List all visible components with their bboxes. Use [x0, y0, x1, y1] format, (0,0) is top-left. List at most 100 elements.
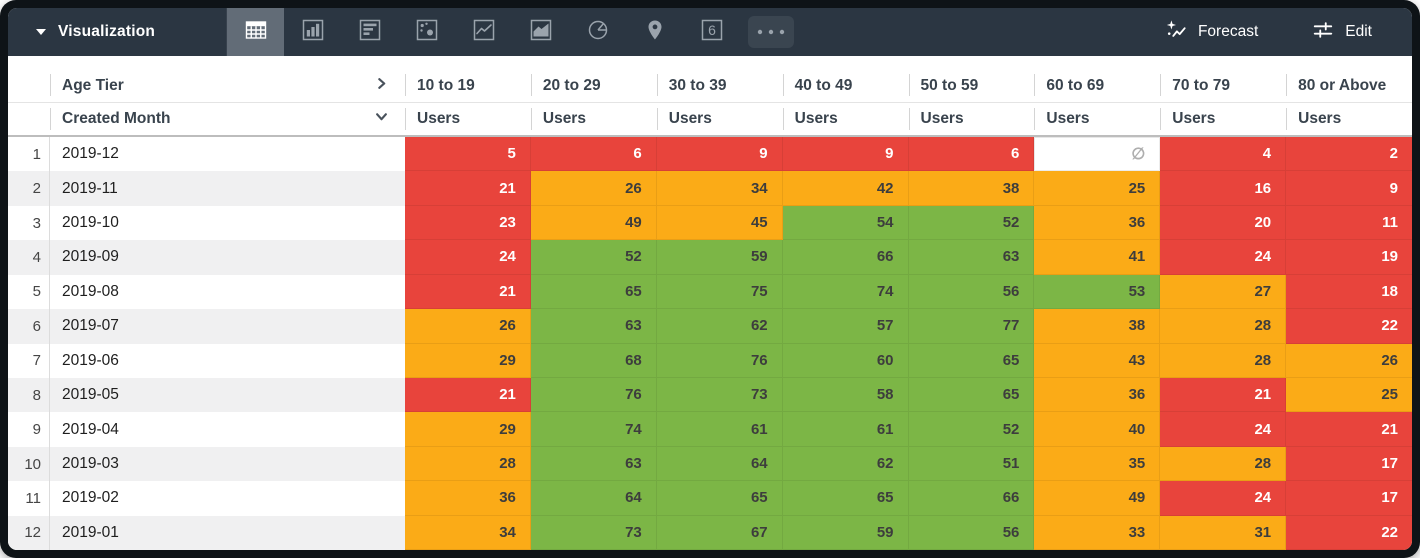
value-cell[interactable]: 40	[1034, 412, 1161, 447]
value-cell[interactable]: 19	[1286, 240, 1412, 275]
value-cell[interactable]: 25	[1286, 377, 1412, 413]
value-cell[interactable]: 29	[405, 412, 531, 447]
value-cell[interactable]: 6	[908, 137, 1035, 172]
value-cell[interactable]: 34	[656, 171, 783, 206]
value-cell[interactable]: 65	[656, 481, 783, 516]
value-cell[interactable]: 52	[530, 240, 657, 275]
measure-header[interactable]: Users	[656, 103, 783, 135]
value-cell[interactable]: 42	[782, 171, 909, 206]
value-cell[interactable]: 49	[1034, 481, 1161, 516]
month-cell[interactable]: 2019-11	[50, 171, 405, 206]
value-cell[interactable]: 11	[1286, 205, 1412, 241]
measure-header[interactable]: Users	[908, 103, 1035, 135]
value-cell[interactable]: 16	[1160, 171, 1287, 206]
vis-type-line-chart-button[interactable]	[455, 8, 512, 56]
measure-header[interactable]: Users	[1034, 103, 1160, 135]
value-cell[interactable]: 61	[656, 412, 783, 447]
value-cell[interactable]: 28	[1160, 309, 1287, 344]
value-cell[interactable]: 73	[656, 377, 783, 413]
value-cell[interactable]: 28	[1160, 343, 1287, 378]
value-cell[interactable]: 33	[1034, 515, 1161, 550]
value-cell[interactable]: 65	[908, 343, 1035, 378]
value-cell[interactable]: 21	[405, 377, 531, 413]
value-cell[interactable]: 38	[1034, 309, 1161, 344]
vis-type-column-chart-button[interactable]	[284, 8, 341, 56]
value-cell[interactable]: 61	[782, 412, 909, 447]
value-cell[interactable]: 4	[1160, 137, 1287, 172]
month-cell[interactable]: 2019-06	[50, 343, 405, 378]
value-cell[interactable]: 41	[1034, 240, 1161, 275]
value-cell[interactable]: 9	[782, 137, 909, 172]
value-cell[interactable]: 59	[656, 240, 783, 275]
value-cell[interactable]: 56	[908, 515, 1035, 550]
value-cell[interactable]: 67	[656, 515, 783, 550]
value-cell[interactable]: 27	[1160, 274, 1287, 310]
value-cell[interactable]: 23	[405, 205, 531, 241]
month-cell[interactable]: 2019-01	[50, 515, 405, 550]
month-cell[interactable]: 2019-09	[50, 240, 405, 275]
value-cell[interactable]: 36	[1034, 377, 1161, 413]
forecast-button[interactable]: Forecast	[1165, 8, 1258, 56]
pivot-value-header[interactable]: 40 to 49	[782, 56, 909, 102]
value-cell[interactable]: 21	[405, 274, 531, 310]
null-value-cell[interactable]: ∅	[1034, 137, 1161, 172]
measure-header[interactable]: Users	[782, 103, 909, 135]
value-cell[interactable]: 59	[782, 515, 909, 550]
value-cell[interactable]: 25	[1034, 171, 1161, 206]
pivot-value-header[interactable]: 50 to 59	[908, 56, 1035, 102]
value-cell[interactable]: 26	[1286, 343, 1412, 378]
value-cell[interactable]: 74	[782, 274, 909, 310]
measure-header[interactable]: Users	[405, 103, 531, 135]
vis-type-single-value-button[interactable]: 6	[683, 8, 740, 56]
value-cell[interactable]: 58	[782, 377, 909, 413]
value-cell[interactable]: 24	[405, 240, 531, 275]
month-cell[interactable]: 2019-04	[50, 412, 405, 447]
month-cell[interactable]: 2019-08	[50, 274, 405, 310]
value-cell[interactable]: 74	[530, 412, 657, 447]
value-cell[interactable]: 52	[908, 205, 1035, 241]
value-cell[interactable]: 66	[908, 481, 1035, 516]
pivot-value-header[interactable]: 70 to 79	[1160, 56, 1286, 102]
value-cell[interactable]: 60	[782, 343, 909, 378]
value-cell[interactable]: 66	[782, 240, 909, 275]
value-cell[interactable]: 9	[656, 137, 783, 172]
value-cell[interactable]: 20	[1160, 205, 1287, 241]
vis-type-area-chart-button[interactable]	[512, 8, 569, 56]
value-cell[interactable]: 62	[656, 309, 783, 344]
value-cell[interactable]: 51	[908, 446, 1035, 482]
row-field-header[interactable]: Created Month	[50, 103, 405, 135]
pivot-field-header[interactable]: Age Tier	[50, 56, 405, 102]
value-cell[interactable]: 73	[530, 515, 657, 550]
value-cell[interactable]: 21	[1160, 377, 1287, 413]
value-cell[interactable]: 63	[530, 446, 657, 482]
value-cell[interactable]: 75	[656, 274, 783, 310]
value-cell[interactable]: 62	[782, 446, 909, 482]
value-cell[interactable]: 34	[405, 515, 531, 550]
month-cell[interactable]: 2019-07	[50, 309, 405, 344]
value-cell[interactable]: 18	[1286, 274, 1412, 310]
value-cell[interactable]: 24	[1160, 412, 1287, 447]
value-cell[interactable]: 17	[1286, 481, 1412, 516]
value-cell[interactable]: 77	[908, 309, 1035, 344]
value-cell[interactable]: 65	[908, 377, 1035, 413]
vis-type-pie-chart-button[interactable]	[569, 8, 626, 56]
value-cell[interactable]: 36	[405, 481, 531, 516]
vis-type-more-button[interactable]	[740, 8, 802, 56]
value-cell[interactable]: 52	[908, 412, 1035, 447]
value-cell[interactable]: 53	[1034, 274, 1161, 310]
value-cell[interactable]: 24	[1160, 240, 1287, 275]
value-cell[interactable]: 17	[1286, 446, 1412, 482]
value-cell[interactable]: 24	[1160, 481, 1287, 516]
month-cell[interactable]: 2019-05	[50, 377, 405, 413]
value-cell[interactable]: 76	[656, 343, 783, 378]
measure-header[interactable]: Users	[1160, 103, 1286, 135]
pivot-value-header[interactable]: 60 to 69	[1034, 56, 1160, 102]
month-cell[interactable]: 2019-03	[50, 446, 405, 482]
value-cell[interactable]: 29	[405, 343, 531, 378]
value-cell[interactable]: 31	[1160, 515, 1287, 550]
value-cell[interactable]: 49	[530, 205, 657, 241]
value-cell[interactable]: 64	[656, 446, 783, 482]
vis-type-map-button[interactable]	[626, 8, 683, 56]
visualization-collapse-button[interactable]: Visualization	[8, 8, 226, 56]
value-cell[interactable]: 57	[782, 309, 909, 344]
